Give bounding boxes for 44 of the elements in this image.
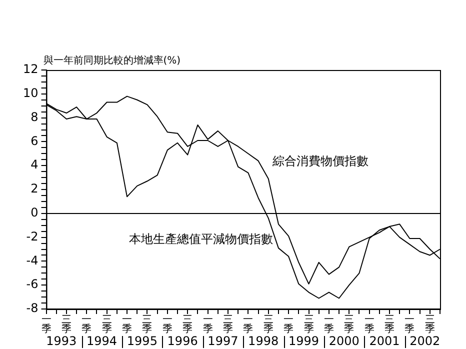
x-tick-label: 三季 [304, 314, 314, 335]
x-tick-label: 一季 [162, 314, 172, 335]
y-tick-label: -6 [26, 277, 38, 292]
x-tick-label: 一季 [243, 314, 254, 335]
x-tick-label: 一季 [324, 314, 334, 335]
x-tick-label: 一季 [404, 314, 415, 335]
text: 1996 [167, 334, 198, 348]
text: 1994 [86, 334, 118, 348]
x-tick-label: 一季 [122, 314, 132, 335]
y-tick-label: 0 [30, 206, 38, 220]
x-tick-label: 三季 [222, 314, 233, 335]
series-label: 本地生產總值平減物價指數 [128, 232, 273, 246]
text: 2002 [410, 334, 440, 348]
x-tick-label: 三季 [102, 314, 112, 335]
text: 1999 [288, 334, 319, 348]
y-tick-label: 6 [30, 134, 38, 148]
text: 2001 [369, 334, 400, 348]
text: 1998 [248, 334, 279, 348]
x-tick-label: 一季 [364, 314, 374, 335]
x-tick-label: 一季 [82, 314, 92, 335]
x-tick-label: 三季 [344, 314, 354, 335]
x-tick-label: 三季 [182, 314, 193, 335]
text: 1993 [46, 334, 77, 348]
x-tick-label: 一季 [41, 314, 52, 335]
text: 1995 [126, 334, 158, 348]
text: 2000 [328, 334, 360, 348]
y-axis-title: 與一年前同期比較的增減率(%) [43, 54, 181, 67]
y-tick-label: 2 [30, 182, 38, 196]
y-tick-label: -4 [26, 253, 38, 268]
x-tick-label: 一季 [202, 314, 213, 335]
x-tick-label: 三季 [384, 314, 395, 335]
y-tick-label: 8 [30, 110, 38, 124]
y-tick-label: 12 [22, 62, 38, 76]
x-tick-label: 三季 [61, 314, 72, 335]
text: 1997 [208, 334, 238, 348]
x-tick-label: 一季 [284, 314, 294, 335]
y-tick-label: -2 [26, 229, 38, 244]
x-tick-label: 三季 [424, 314, 435, 335]
series-label: 綜合消費物價指數 [272, 154, 369, 168]
y-tick-label: 4 [30, 158, 38, 172]
y-tick-label: 10 [22, 86, 38, 100]
x-tick-label: 三季 [263, 314, 274, 335]
x-tick-label: 三季 [142, 314, 152, 335]
y-tick-label: -8 [26, 301, 38, 316]
